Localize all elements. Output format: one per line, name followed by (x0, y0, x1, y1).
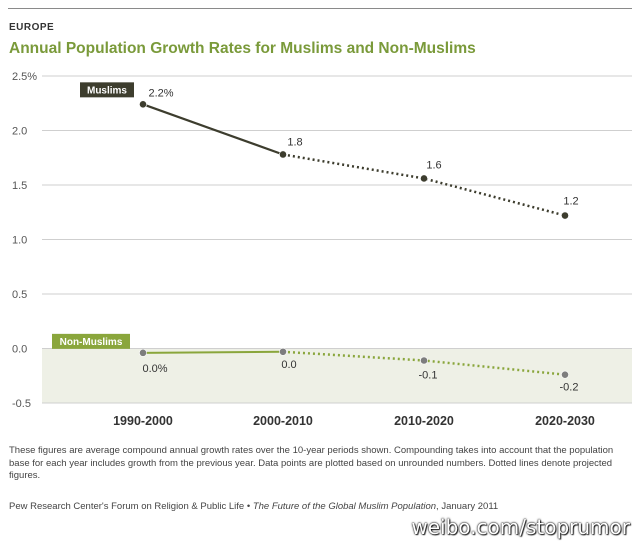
source-line: Pew Research Center's Forum on Religion … (9, 501, 498, 512)
x-tick-label: 2020-2030 (535, 414, 595, 428)
source-suffix: , January 2011 (436, 501, 499, 512)
data-point (139, 348, 147, 357)
data-label: 2.2% (148, 87, 173, 99)
data-label: 1.2 (563, 196, 578, 208)
line-chart: 2.5% 2.0 1.5 1.0 0.5 0.0 -0.5 1990-2000 2000-201… (12, 71, 632, 428)
top-rule (8, 8, 632, 9)
data-label: 0.0 (281, 359, 296, 371)
series-tag (80, 82, 134, 98)
y-tick-label: -0.5 (12, 398, 31, 410)
source-prefix: Pew Research Center's Forum on Religion … (9, 501, 253, 512)
footnote: These figures are average compound annua… (9, 445, 614, 481)
series-line-projected (282, 153, 566, 217)
data-label: 1.8 (287, 136, 302, 148)
data-point (279, 347, 287, 356)
negative-band (42, 348, 632, 403)
series-name-label: Muslims (87, 85, 127, 96)
data-point (561, 211, 569, 220)
y-tick-label: 1.5 (12, 180, 27, 192)
data-label: -0.2 (560, 382, 579, 394)
x-tick-label: 2000-2010 (253, 414, 313, 428)
data-label: -0.1 (419, 369, 438, 381)
x-tick-label: 2010-2020 (394, 414, 454, 428)
y-tick-label: 0.0 (12, 344, 27, 356)
y-tick-label: 2.0 (12, 126, 27, 138)
data-label: 0.0% (142, 363, 167, 375)
y-tick-label: 1.0 (12, 235, 27, 247)
data-point (420, 174, 428, 183)
data-point (420, 356, 428, 365)
y-tick-label: 0.5 (12, 289, 27, 301)
region-label: EUROPE (9, 22, 55, 33)
chart-title: Annual Population Growth Rates for Musli… (9, 40, 476, 57)
data-label: 1.6 (426, 159, 441, 171)
data-point (279, 150, 287, 159)
series-line-actual (142, 103, 284, 156)
series-tag (52, 333, 130, 349)
source-title: The Future of the Global Muslim Populati… (252, 501, 437, 512)
x-tick-label: 1990-2000 (113, 414, 173, 428)
y-tick-label: 2.5% (12, 71, 37, 83)
data-point (139, 100, 147, 109)
data-point (561, 370, 569, 379)
series-line-actual (142, 350, 284, 354)
watermark: weibo.com/stoprumor (411, 515, 630, 539)
series-name-label: Non-Muslims (60, 337, 123, 348)
